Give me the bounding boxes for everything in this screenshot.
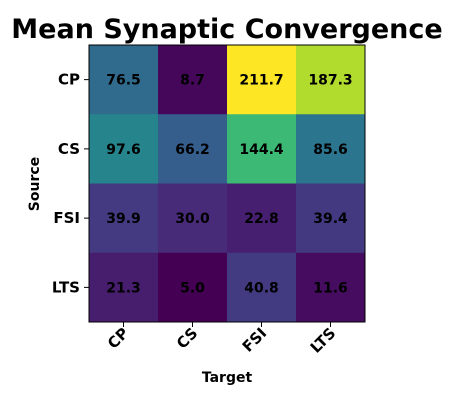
cell-value-label: 8.7 — [180, 73, 205, 89]
y-axis: CP CS FSI LTS — [52, 71, 89, 297]
cell-value-label: 5.0 — [180, 280, 205, 296]
x-tick-label: CS — [173, 324, 201, 352]
y-tick-label: CS — [58, 140, 80, 158]
cell-value-label: 40.8 — [244, 280, 279, 296]
cell-value-label: 39.9 — [106, 211, 141, 227]
cell-value-label: 76.5 — [106, 73, 141, 89]
x-axis-label: Target — [202, 370, 253, 386]
x-axis: CP CS FSI LTS — [104, 322, 339, 357]
y-tick-label: LTS — [52, 278, 80, 296]
cell-value-label: 144.4 — [239, 142, 284, 158]
cell-value-label: 211.7 — [239, 73, 283, 89]
cell-value-label: 22.8 — [244, 211, 279, 227]
chart-title: Mean Synaptic Convergence — [11, 14, 442, 45]
cell-value-label: 97.6 — [106, 142, 141, 158]
cell-value-label: 11.6 — [313, 280, 348, 296]
x-tick-label: CP — [104, 324, 132, 352]
cell-value-label: 30.0 — [175, 211, 210, 227]
x-tick-label: FSI — [239, 324, 271, 356]
cell-value-label: 187.3 — [308, 73, 352, 89]
y-tick-label: FSI — [53, 209, 80, 227]
cell-value-label: 39.4 — [313, 211, 348, 227]
x-tick-label: LTS — [307, 324, 340, 357]
y-axis-label: Source — [27, 157, 43, 211]
y-tick-label: CP — [58, 71, 80, 89]
cell-value-label: 85.6 — [313, 142, 348, 158]
cell-value-label: 21.3 — [106, 280, 141, 296]
cell-value-label: 66.2 — [175, 142, 210, 158]
